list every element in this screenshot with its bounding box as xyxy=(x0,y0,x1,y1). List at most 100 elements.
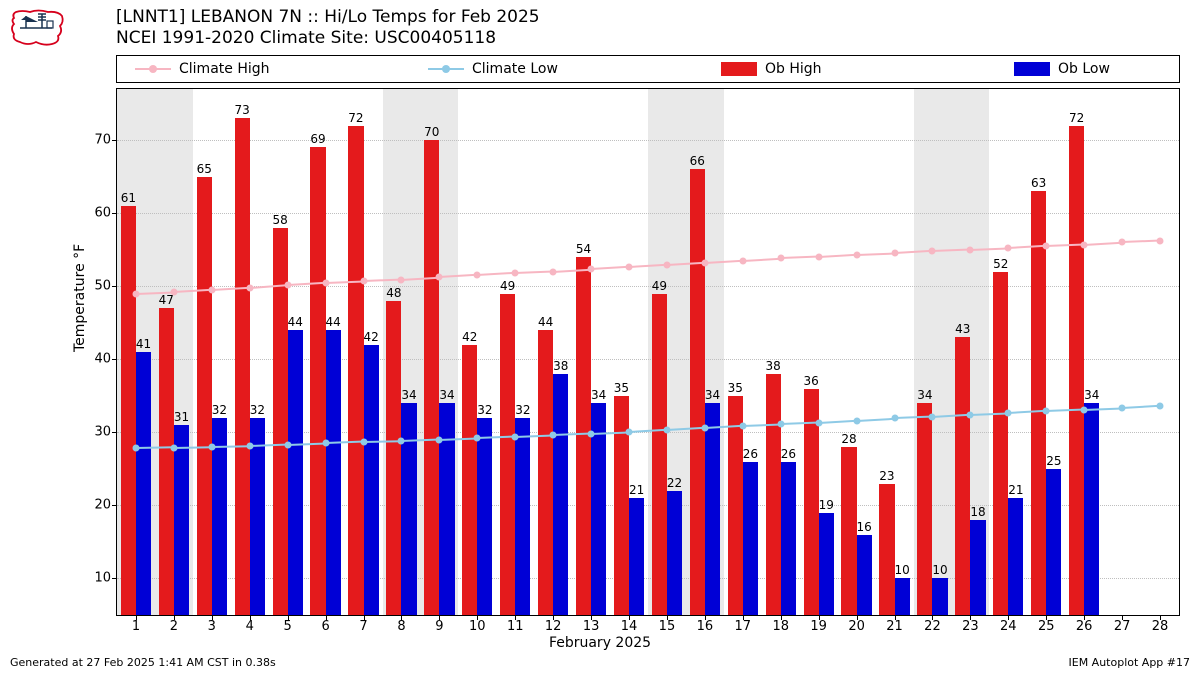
bar-label-high: 72 xyxy=(348,111,363,125)
bar-ob-low xyxy=(781,462,796,615)
y-axis-label: Temperature °F xyxy=(72,244,88,352)
bar-ob-high xyxy=(728,396,743,615)
bar-label-low: 22 xyxy=(667,476,682,490)
bar-ob-low xyxy=(1046,469,1061,615)
bar-ob-low xyxy=(174,425,189,615)
bar-label-high: 28 xyxy=(841,432,856,446)
bar-label-high: 34 xyxy=(917,388,932,402)
bar-ob-high xyxy=(500,294,515,615)
legend-climate-high: Climate High xyxy=(117,61,410,77)
bar-label-high: 42 xyxy=(462,330,477,344)
bar-ob-low xyxy=(364,345,379,615)
title-line-1: [LNNT1] LEBANON 7N :: Hi/Lo Temps for Fe… xyxy=(116,7,540,28)
climate-high-marker xyxy=(1005,245,1012,252)
bar-ob-low xyxy=(667,491,682,615)
bar-label-low: 42 xyxy=(363,330,378,344)
iem-logo xyxy=(8,6,66,52)
bar-ob-low xyxy=(250,418,265,615)
bar-label-high: 23 xyxy=(879,469,894,483)
bar-ob-high xyxy=(917,403,932,615)
climate-high-marker xyxy=(474,272,481,279)
bar-label-low: 19 xyxy=(819,498,834,512)
climate-high-segment xyxy=(781,256,819,259)
bar-ob-low xyxy=(932,578,947,615)
bar-ob-high xyxy=(576,257,591,615)
climate-high-segment xyxy=(591,266,629,270)
climate-high-marker xyxy=(550,268,557,275)
bar-label-low: 32 xyxy=(212,403,227,417)
bar-ob-low xyxy=(553,374,568,615)
bar-label-high: 36 xyxy=(803,374,818,388)
bar-label-low: 21 xyxy=(629,483,644,497)
bar-label-high: 35 xyxy=(614,381,629,395)
climate-high-segment xyxy=(819,254,857,258)
bar-ob-low xyxy=(629,498,644,615)
bar-ob-high xyxy=(462,345,477,615)
bar-ob-low xyxy=(136,352,151,615)
bar-label-high: 35 xyxy=(728,381,743,395)
legend-label: Ob Low xyxy=(1058,61,1110,77)
bar-ob-low xyxy=(819,513,834,615)
bar-label-low: 34 xyxy=(1084,388,1099,402)
bar-label-low: 44 xyxy=(326,315,341,329)
bar-label-low: 34 xyxy=(439,388,454,402)
climate-low-marker xyxy=(1157,403,1164,410)
bar-ob-high xyxy=(879,484,894,616)
bar-label-low: 34 xyxy=(705,388,720,402)
bar-label-high: 58 xyxy=(272,213,287,227)
bar-label-high: 69 xyxy=(310,132,325,146)
legend-label: Climate High xyxy=(179,61,270,77)
bar-label-low: 32 xyxy=(515,403,530,417)
bar-label-high: 49 xyxy=(652,279,667,293)
title-line-2: NCEI 1991-2020 Climate Site: USC00405118 xyxy=(116,28,540,49)
bar-label-low: 26 xyxy=(743,447,758,461)
bar-label-low: 31 xyxy=(174,410,189,424)
bar-ob-high xyxy=(159,308,174,615)
bar-ob-high xyxy=(424,140,439,615)
climate-high-segment xyxy=(857,252,895,255)
climate-high-marker xyxy=(815,254,822,261)
bar-label-high: 49 xyxy=(500,279,515,293)
climate-high-segment xyxy=(1084,241,1122,245)
chart-container: [LNNT1] LEBANON 7N :: Hi/Lo Temps for Fe… xyxy=(0,0,1200,675)
bar-label-high: 61 xyxy=(121,191,136,205)
climate-low-segment xyxy=(857,417,895,421)
bar-label-high: 63 xyxy=(1031,176,1046,190)
climate-high-segment xyxy=(743,257,781,261)
gridline xyxy=(117,140,1179,141)
bar-ob-high xyxy=(538,330,553,615)
legend: Climate High Climate Low Ob High Ob Low xyxy=(116,55,1180,83)
bar-label-high: 52 xyxy=(993,257,1008,271)
bar-ob-low xyxy=(288,330,303,615)
bar-ob-high xyxy=(955,337,970,615)
climate-low-marker xyxy=(853,417,860,424)
bar-ob-high xyxy=(993,272,1008,615)
bar-label-high: 44 xyxy=(538,315,553,329)
bar-label-low: 25 xyxy=(1046,454,1061,468)
climate-high-marker xyxy=(891,250,898,257)
plot-area: 1020304050607012345678910111213141516171… xyxy=(116,88,1180,616)
bar-ob-low xyxy=(857,535,872,615)
bar-ob-low xyxy=(743,462,758,615)
bar-label-low: 18 xyxy=(970,505,985,519)
climate-low-segment xyxy=(1122,405,1160,409)
bar-ob-high xyxy=(766,374,781,615)
bar-ob-high xyxy=(841,447,856,615)
bar-ob-low xyxy=(515,418,530,615)
climate-high-segment xyxy=(1122,240,1160,243)
bar-ob-low xyxy=(439,403,454,615)
climate-high-marker xyxy=(626,264,633,271)
bar-ob-low xyxy=(1084,403,1099,615)
climate-low-marker xyxy=(1119,405,1126,412)
bar-label-low: 10 xyxy=(932,563,947,577)
x-axis-label: February 2025 xyxy=(549,635,651,651)
bar-label-low: 32 xyxy=(477,403,492,417)
bar-label-high: 43 xyxy=(955,322,970,336)
bar-ob-low xyxy=(970,520,985,615)
climate-low-segment xyxy=(819,420,857,424)
bar-ob-low xyxy=(212,418,227,615)
bar-ob-low xyxy=(1008,498,1023,615)
climate-high-marker xyxy=(853,251,860,258)
climate-high-marker xyxy=(512,270,519,277)
climate-high-segment xyxy=(477,272,515,276)
